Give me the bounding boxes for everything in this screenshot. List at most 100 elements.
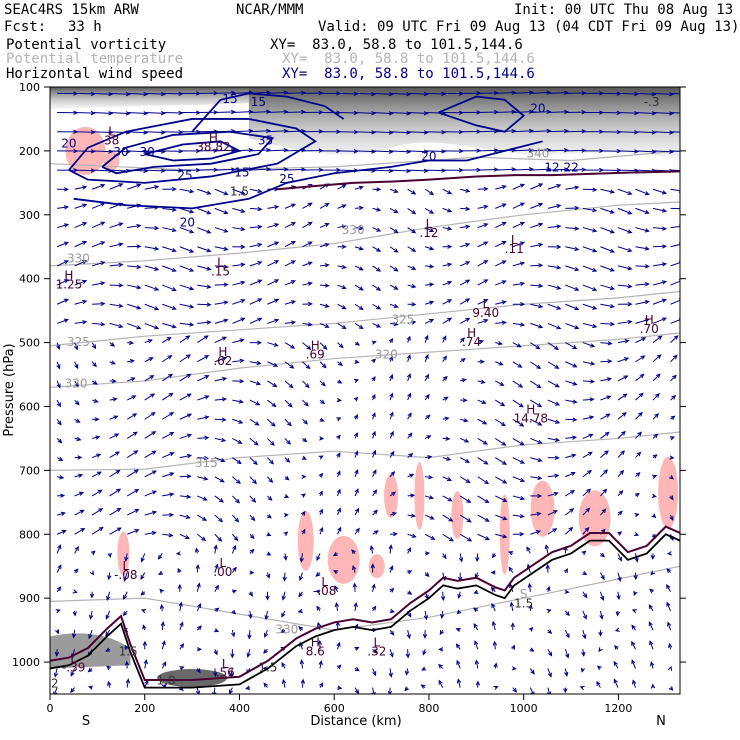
wind-vector [425, 110, 447, 116]
wind-vector [652, 262, 668, 267]
wind-vector [582, 342, 596, 348]
wind-vector [617, 469, 625, 478]
wind-vector [495, 185, 507, 190]
wind-vector [440, 591, 446, 602]
wind-vector [178, 601, 183, 612]
wind-vector [563, 568, 568, 574]
wind-vector [337, 685, 343, 690]
wind-vector [617, 319, 633, 325]
wind-vector [249, 380, 262, 386]
theta-contour-label: 330 [67, 252, 90, 266]
wind-vector [336, 470, 341, 477]
extremum-marker: H [645, 313, 654, 327]
wind-vector [337, 244, 347, 249]
wind-vector [106, 591, 111, 602]
wind-vector [564, 668, 569, 677]
pv-fill-region [327, 535, 360, 584]
wind-speed-contour [68, 118, 317, 184]
wind-vector [232, 358, 245, 364]
wind-vector [649, 588, 654, 594]
wind-vector [142, 640, 148, 650]
wind-vector [248, 591, 253, 597]
wind-vector [109, 242, 124, 248]
wind-vector [144, 450, 157, 459]
wind-vector [477, 533, 491, 541]
wind-vector [214, 188, 229, 196]
theta-contour-label: 325 [391, 312, 414, 326]
wind-vector [389, 491, 397, 497]
wind-vector [459, 514, 472, 523]
wind-vector [582, 610, 587, 620]
x-axis-label: Distance (km) [310, 714, 401, 729]
wind-vector [197, 533, 207, 542]
wind-vector [564, 629, 570, 639]
wind-vector [492, 640, 498, 650]
wind-vector [319, 361, 327, 369]
wind-vector [179, 666, 185, 671]
wind-vector [477, 399, 487, 405]
wind-vector [302, 361, 311, 370]
wind-vector [126, 509, 140, 516]
wind-vector [91, 342, 97, 350]
wind-vector [438, 647, 444, 652]
wind-vector [404, 686, 409, 692]
extremum-marker: L [426, 217, 433, 231]
wind-vector [337, 342, 344, 349]
wind-vector [477, 319, 489, 324]
wind-vector [424, 334, 429, 343]
wind-vector [124, 553, 129, 562]
wind-vector [196, 602, 202, 612]
wind-vector [73, 342, 79, 351]
wind-vector [389, 649, 394, 658]
wind-vector [57, 475, 65, 480]
wind-vector [652, 354, 662, 363]
wind-vector [460, 437, 470, 443]
wind-vector [511, 666, 517, 671]
wind-vector [527, 582, 532, 592]
wind-vector [144, 393, 156, 401]
wind-vector [214, 109, 236, 115]
wind-vector [389, 284, 399, 290]
wind-vector [512, 399, 524, 408]
wind-vector [371, 412, 376, 420]
wind-contour-label: 35 [258, 134, 273, 148]
wind-vector [232, 280, 246, 286]
wind-vector [633, 572, 638, 581]
wind-vector [56, 586, 62, 593]
wind-vector [635, 431, 643, 439]
wind-vector [74, 279, 88, 286]
wind-vector [232, 188, 246, 195]
wind-vector [389, 207, 399, 214]
theta-contour-label: 315 [195, 456, 218, 470]
wind-vector [635, 207, 650, 215]
wind-vector [477, 514, 490, 522]
wind-vector [512, 687, 518, 693]
wind-vector [74, 240, 88, 248]
wind-vector [249, 548, 255, 554]
wind-vector [91, 183, 106, 190]
wind-vector [670, 354, 678, 363]
wind-vector [127, 244, 142, 249]
wind-vector [319, 342, 328, 350]
wind-vector [372, 187, 382, 192]
wind-vector [512, 513, 525, 519]
wind-vector [179, 284, 195, 291]
wind-vector [512, 495, 526, 501]
wind-vector [267, 399, 277, 408]
wind-vector [56, 456, 64, 461]
wind-vector [565, 453, 577, 459]
wind-vector [547, 361, 560, 369]
wind-vector [214, 437, 227, 443]
wind-vector [284, 438, 291, 445]
wind-contour-label: 12.22 [544, 160, 578, 174]
wind-vector [267, 476, 274, 483]
wind-vector [107, 552, 112, 558]
wind-vector [600, 552, 605, 558]
wind-vector [109, 415, 119, 420]
wind-vector [337, 284, 347, 290]
wind-vector [214, 356, 228, 363]
wind-vector [74, 222, 88, 229]
wind-vector [635, 355, 646, 363]
wind-vector [91, 526, 104, 535]
wind-vector [74, 545, 79, 554]
